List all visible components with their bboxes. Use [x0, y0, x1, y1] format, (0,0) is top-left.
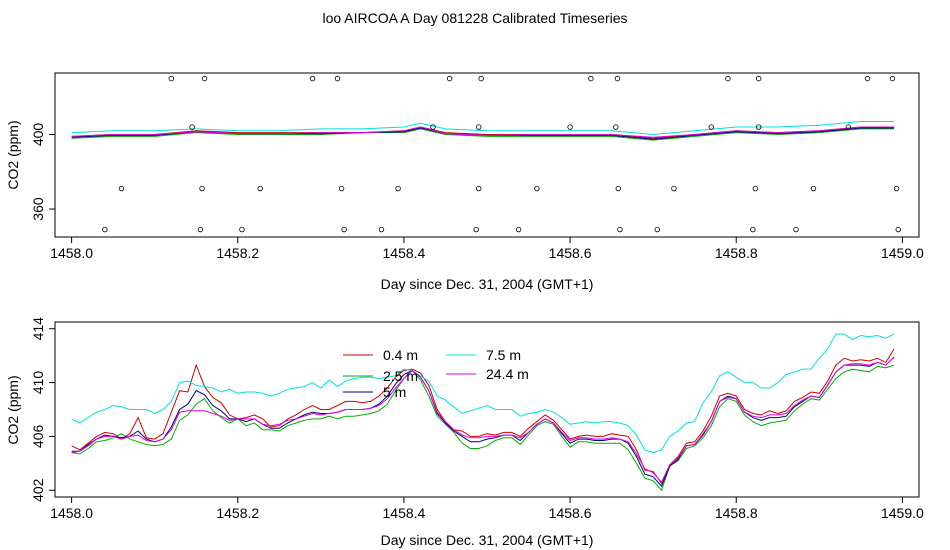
top-marker [708, 124, 715, 130]
top-plot-frame [54, 72, 920, 238]
top-marker [889, 75, 896, 82]
top-marker [309, 75, 316, 82]
top-marker [239, 226, 245, 233]
legend-label-3: 7.5 m [486, 347, 521, 363]
top-series-line-1 [71, 128, 895, 141]
top-marker [378, 226, 385, 233]
top-x-tick-label: 1458.4 [383, 245, 426, 261]
bottom-y-tick-label: 410 [30, 371, 46, 395]
top-y-tick-label: 400 [30, 123, 46, 147]
top-marker [475, 124, 482, 130]
bottom-x-tick-label: 1458.4 [383, 505, 426, 521]
top-x-axis: 1458.0 1458.2 1458.4 1458.6 1458.8 1459.0 [50, 237, 924, 261]
top-marker [446, 75, 453, 82]
top-marker [341, 226, 347, 233]
top-marker [430, 124, 436, 130]
top-marker [654, 226, 661, 233]
top-marker [614, 75, 621, 82]
top-chart: 1458.0 1458.2 1458.4 1458.6 1458.8 1459.0 360… [5, 72, 924, 292]
top-marker [895, 226, 901, 233]
top-marker [864, 75, 871, 82]
page-title: loo AIRCOA A Day 081228 Calibrated Times… [322, 10, 628, 26]
top-marker [473, 226, 479, 233]
top-y-axis: 360 400 [30, 123, 55, 221]
bottom-series-line-3 [71, 333, 895, 454]
top-marker [334, 75, 341, 82]
top-marker [617, 226, 623, 233]
top-marker [197, 226, 204, 233]
top-x-tick-label: 1458.0 [50, 245, 93, 261]
top-x-tick-label: 1458.8 [715, 245, 758, 261]
top-x-tick-label: 1458.6 [549, 245, 592, 261]
top-series-line-2 [71, 127, 895, 140]
top-marker [845, 124, 852, 130]
top-marker [752, 185, 759, 192]
bottom-x-tick-label: 1458.0 [50, 505, 93, 521]
bottom-y-tick-label: 414 [30, 317, 46, 341]
top-x-axis-label: Day since Dec. 31, 2004 (GMT+1) [381, 276, 594, 292]
top-marker [725, 75, 731, 82]
bottom-series-line-2 [71, 356, 895, 488]
bottom-series-line-4 [71, 356, 895, 484]
top-marker [478, 75, 484, 82]
legend-label-0: 0.4 m [383, 347, 418, 363]
top-marker [755, 75, 762, 82]
legend-label-1: 2.5 m [383, 368, 418, 384]
top-y-axis-label: CO2 (ppm) [5, 120, 21, 189]
top-marker [118, 185, 125, 192]
top-marker [613, 124, 619, 130]
top-y-tick-label: 360 [30, 197, 46, 221]
top-marker [755, 124, 762, 130]
bottom-y-axis: 402 406 410 414 [30, 317, 55, 502]
legend: 0.4 m 2.5 m5 m 7.5 m 24.4 m [343, 347, 529, 400]
top-marker [199, 185, 205, 192]
top-marker [750, 226, 756, 233]
top-marker [893, 185, 900, 192]
top-marker [338, 185, 345, 192]
top-marker [201, 75, 208, 82]
bottom-chart: 1458.0 1458.2 1458.4 1458.6 1458.8 1459.0 402… [5, 317, 924, 548]
bottom-y-tick-label: 406 [30, 425, 46, 449]
bottom-x-tick-label: 1459.0 [881, 505, 924, 521]
top-marker [567, 124, 573, 130]
legend-label-4: 24.4 m [486, 366, 529, 382]
top-marker [615, 185, 621, 192]
top-marker [475, 185, 482, 192]
legend-label-2: 5 m [383, 384, 406, 400]
bottom-plot-frame [54, 321, 920, 498]
top-marker [810, 185, 817, 192]
top-series-line-4 [71, 126, 895, 138]
bottom-x-tick-label: 1458.8 [715, 505, 758, 521]
top-markers-group [102, 75, 901, 233]
top-x-tick-label: 1458.2 [216, 245, 259, 261]
top-marker [588, 75, 594, 82]
top-marker [671, 185, 677, 192]
top-series-group [71, 121, 895, 141]
top-series-line-3 [71, 121, 895, 136]
top-marker [515, 226, 522, 233]
bottom-x-axis-label: Day since Dec. 31, 2004 (GMT+1) [381, 532, 594, 548]
top-marker [189, 124, 195, 130]
bottom-y-tick-label: 402 [30, 478, 46, 502]
bottom-x-tick-label: 1458.2 [216, 505, 259, 521]
top-marker [168, 75, 175, 82]
bottom-y-axis-label: CO2 (ppm) [5, 375, 21, 444]
bottom-series-line-1 [71, 364, 895, 492]
bottom-x-axis: 1458.0 1458.2 1458.4 1458.6 1458.8 1459.0 [50, 497, 924, 521]
top-marker [257, 185, 263, 192]
bottom-series-line-0 [71, 348, 895, 485]
bottom-x-tick-label: 1458.6 [549, 505, 592, 521]
top-marker [534, 185, 540, 192]
top-marker [102, 226, 108, 233]
top-x-tick-label: 1459.0 [881, 245, 924, 261]
bottom-series-group [71, 333, 895, 492]
top-marker [395, 185, 401, 192]
top-marker [793, 226, 799, 233]
